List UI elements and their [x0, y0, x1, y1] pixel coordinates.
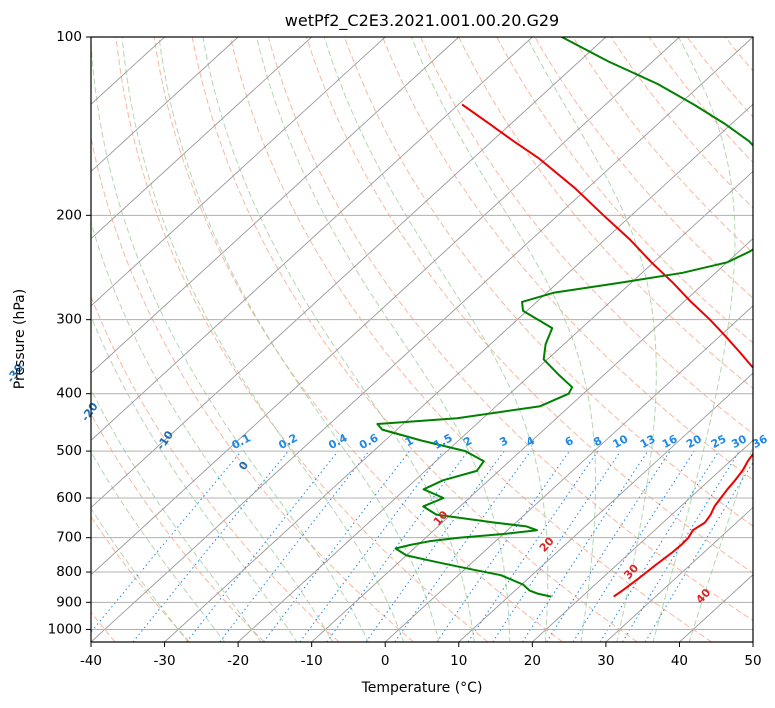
isotherm-line: [91, 37, 533, 441]
temperature-profile: [461, 103, 753, 598]
profiles: [376, 37, 753, 598]
isotherm-line: [237, 170, 753, 642]
dry-adiabat-line: [229, 37, 713, 642]
dry-adiabat-line: [191, 37, 638, 642]
x-tick-label: 50: [744, 653, 761, 669]
plot-frame: [90, 36, 754, 643]
moist-adiabat-line: [652, 37, 736, 642]
x-tick-label: 20: [524, 653, 541, 669]
moist-adiabats: [91, 37, 753, 642]
moist-adiabat-line: [526, 37, 657, 642]
isotherm-line: [91, 37, 386, 307]
y-axis-label: Pressure (hPa): [12, 289, 28, 389]
y-tick-label: 600: [56, 490, 82, 506]
isotherm-line: [91, 37, 460, 374]
mixing-ratio-line: [186, 450, 339, 642]
mixing-ratio-line: [467, 450, 599, 642]
dry-adiabat-line: [153, 37, 563, 642]
isotherm-line: [532, 439, 753, 642]
dry-adiabat-line: [115, 37, 489, 642]
isotherm-line: [91, 37, 607, 509]
mixing-ratio-line: [436, 450, 570, 642]
x-axis-ticks: -40 -30 -20 -10 0 10 20 30 40 50: [80, 642, 762, 669]
mixing-ratio-label: 36: [750, 432, 770, 451]
y-tick-label: 900: [56, 594, 82, 610]
dry-adiabat-line: [382, 37, 753, 481]
isotherms: [91, 37, 753, 642]
x-tick-label: -20: [227, 653, 249, 669]
mixing-ratio-line: [263, 450, 410, 642]
y-tick-label: 500: [56, 443, 82, 459]
y-tick-label: 700: [56, 530, 82, 546]
mixing-ratio-label: 16: [660, 432, 680, 451]
y-axis-ticks: 100 200 300 400 500 600 700 800 900 1000: [48, 29, 91, 637]
dry-adiabat-line: [91, 295, 340, 642]
isotherm-line: [384, 305, 753, 642]
plot-area: [91, 37, 753, 642]
mixing-ratio-line: [622, 450, 740, 642]
dry-adiabats: [91, 37, 753, 642]
dry-adiabat-line: [534, 37, 753, 299]
y-tick-label: 800: [56, 564, 82, 580]
isotherm-line: [91, 37, 239, 173]
isotherm-line: [458, 372, 753, 642]
moist-adiabat-line: [323, 37, 549, 642]
isotherm-line: [91, 37, 680, 576]
y-tick-label: 300: [56, 312, 82, 328]
dry-adiabat-line: [572, 37, 753, 254]
y-tick-label: 200: [56, 207, 82, 223]
y-tick-label: 100: [56, 29, 82, 45]
dry-adiabat-line: [496, 37, 753, 344]
mixing-ratio-label: 20: [684, 432, 704, 451]
moist-adiabat-line: [688, 443, 753, 642]
moist-adiabat-line: [91, 220, 334, 642]
isotherm-line: [311, 238, 753, 642]
y-tick-label: 1000: [48, 621, 82, 637]
y-tick-label: 400: [56, 386, 82, 402]
x-axis-label: Temperature (°C): [361, 680, 483, 696]
mixing-ratio-line: [492, 450, 622, 642]
mixing-ratio-lines: [91, 450, 753, 642]
mixing-ratio-label: 30: [729, 432, 749, 451]
x-tick-label: 0: [381, 653, 390, 669]
dewpoint-profile: [376, 37, 753, 598]
mixing-ratio-label: 25: [709, 432, 729, 451]
dry-adiabat-line: [91, 135, 414, 642]
dry-adiabat-line: [305, 37, 753, 574]
moist-adiabat-line: [121, 37, 405, 642]
pressure-gridlines: [91, 37, 753, 630]
mixing-ratio-label: 10: [611, 432, 631, 451]
dry-adiabat-line: [91, 515, 191, 642]
line-labels: -100-90-80-70-60-50-40-30-20-10010203040…: [4, 361, 770, 606]
moist-adiabat-line: [91, 388, 262, 642]
dry-adiabat-line: [648, 37, 753, 164]
dry-adiabat-line: [267, 37, 753, 622]
isotherm-line: [164, 103, 753, 642]
x-tick-label: -40: [80, 653, 102, 669]
moist-adiabat-line: [158, 37, 440, 642]
x-tick-label: 40: [671, 653, 688, 669]
moist-adiabat-line: [256, 37, 511, 642]
isotherm-line: [91, 37, 753, 642]
x-tick-label: 10: [450, 653, 467, 669]
moist-adiabat-line: [91, 37, 369, 642]
x-tick-label: -10: [301, 653, 323, 669]
isotherm-line: [605, 506, 753, 642]
mixing-ratio-line: [522, 450, 649, 642]
dry-adiabat-line: [610, 37, 753, 209]
mixing-ratio-line: [546, 450, 671, 642]
mixing-ratio-line: [572, 450, 695, 642]
chart-title: wetPf2_C2E3.2021.001.00.20.G29: [285, 11, 559, 31]
x-tick-label: -30: [154, 653, 176, 669]
isotherm-line: [91, 37, 312, 240]
mixing-ratio-line: [599, 450, 720, 642]
x-tick-label: 30: [597, 653, 614, 669]
mixing-ratio-label: 13: [638, 432, 658, 451]
dry-adiabat-line: [91, 412, 265, 642]
